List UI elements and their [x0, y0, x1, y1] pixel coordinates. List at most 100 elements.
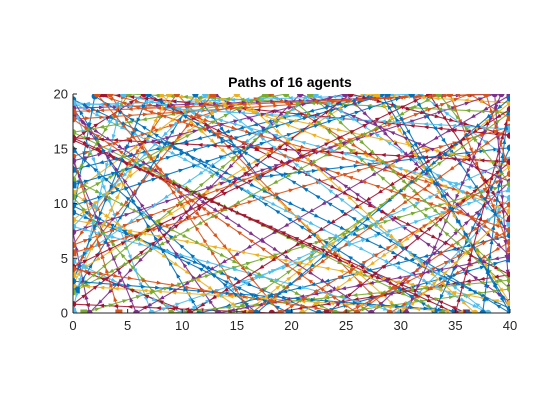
agent-7-step-marker: [424, 294, 431, 299]
agent-14-step-marker: [375, 275, 382, 280]
agent-10-step-marker: [409, 252, 415, 258]
agent-10-step-marker: [275, 128, 281, 134]
agent-7-step-marker: [93, 123, 99, 128]
agent-5-step-marker: [394, 105, 400, 110]
agent-14-end-marker: [505, 213, 510, 222]
agent-10-step-marker: [328, 301, 335, 306]
agent-15-step-marker: [138, 163, 144, 168]
agent-11-step-marker: [260, 112, 266, 117]
agent-9-step-marker: [274, 192, 281, 197]
agent-11-step-marker: [420, 142, 427, 148]
agent-10-step-marker: [306, 157, 312, 163]
agent-10-step-marker: [151, 155, 157, 161]
agent-9-step-marker: [468, 147, 473, 153]
agent-16-step-marker: [414, 198, 420, 202]
agent-6-step-marker: [91, 157, 95, 163]
agent-8-step-marker: [433, 126, 438, 132]
agent-12-step-marker: [94, 307, 101, 312]
agent-15-step-marker: [489, 238, 494, 245]
agent-15-step-marker: [206, 144, 213, 149]
agent-5-step-marker: [111, 115, 116, 121]
agent-4-step-marker: [402, 136, 409, 141]
agent-7-step-marker: [243, 171, 249, 176]
agent-13-step-marker: [132, 162, 138, 168]
agent-12-step-marker: [249, 99, 255, 104]
agent-8-step-marker: [94, 134, 99, 141]
agent-5-step-marker: [422, 212, 428, 218]
agent-11-step-marker: [496, 242, 502, 248]
agent-16-step-marker: [121, 101, 127, 106]
agent-16-step-marker: [88, 244, 94, 250]
agent-2-step-marker: [321, 148, 327, 153]
agent-7-step-marker: [448, 117, 455, 122]
agent-14-step-marker: [377, 189, 383, 194]
agent-15-step-marker: [492, 283, 497, 290]
agent-15-step-marker: [200, 263, 206, 269]
agent-14-step-marker: [183, 142, 189, 147]
agent-12-step-marker: [422, 286, 429, 291]
agent-10-step-marker: [415, 228, 421, 234]
agent-16-step-marker: [102, 101, 108, 107]
agent-11-step-marker: [408, 150, 414, 155]
agent-12-step-marker: [163, 286, 169, 291]
agent-4-step-marker: [178, 195, 185, 200]
agent-7-step-marker: [434, 114, 441, 118]
agent-1-step-marker: [88, 263, 93, 269]
agent-13-step-marker: [438, 178, 444, 183]
agent-5-step-marker: [413, 177, 420, 183]
agent-7-step-marker: [231, 180, 237, 185]
agent-1-step-marker: [155, 153, 160, 159]
agent-2-step-marker: [439, 103, 446, 107]
agent-14-step-marker: [248, 216, 254, 221]
agent-13-step-marker: [466, 185, 472, 190]
agent-14-step-marker: [273, 166, 279, 172]
agent-9-step-marker: [171, 110, 178, 115]
agent-16-step-marker: [167, 145, 173, 151]
agent-8-step-marker: [164, 173, 171, 178]
agent-5-step-marker: [426, 303, 432, 308]
agent-14-waypoint: [506, 106, 510, 113]
agent-11-step-marker: [229, 307, 236, 312]
agent-path-16: [73, 94, 510, 313]
agent-7-step-marker: [123, 162, 129, 166]
agent-2-step-marker: [119, 172, 125, 178]
agent-16-step-marker: [482, 187, 489, 192]
agent-2-step-marker: [339, 135, 345, 140]
agent-13-step-marker: [233, 267, 239, 271]
agent-14-step-marker: [294, 242, 300, 247]
agent-15-step-marker: [485, 267, 490, 273]
agent-14-step-marker: [298, 154, 305, 159]
agent-5-end-marker: [439, 308, 446, 313]
agent-6-start-marker: [506, 219, 510, 227]
agent-14-step-marker: [474, 228, 479, 235]
agent-7-step-marker: [92, 285, 99, 290]
agent-16-step-marker: [185, 200, 191, 206]
agent-14-step-marker: [311, 148, 318, 153]
agent-15-step-marker: [225, 291, 231, 296]
agent-15-step-marker: [326, 202, 333, 207]
agent-15-step-marker: [351, 216, 357, 222]
agent-2-step-marker: [427, 286, 434, 291]
agent-9-step-marker: [413, 191, 420, 197]
agent-6-step-marker: [388, 94, 395, 97]
agent-6-step-marker: [142, 100, 149, 105]
agent-7-step-marker: [155, 306, 161, 311]
agent-15-step-marker: [482, 296, 487, 302]
agent-4-step-marker: [141, 160, 147, 165]
agent-16-step-marker: [184, 104, 190, 109]
agent-2-step-marker: [470, 216, 477, 222]
agent-15-step-marker: [158, 99, 164, 105]
agent-3-step-marker: [485, 229, 491, 235]
agent-12-step-marker: [451, 199, 458, 204]
agent-10-step-marker: [496, 171, 502, 176]
agent-9-step-marker: [374, 96, 380, 101]
agent-8-step-marker: [391, 250, 397, 255]
agent-15-step-marker: [434, 180, 440, 187]
agent-13-step-marker: [369, 159, 375, 164]
agent-13-step-marker: [145, 138, 151, 143]
agent-11-step-marker: [139, 202, 145, 208]
agent-14-step-marker: [490, 190, 496, 197]
agent-7-step-marker: [277, 145, 284, 150]
agent-11-step-marker: [494, 103, 499, 110]
agent-9-step-marker: [465, 137, 472, 142]
